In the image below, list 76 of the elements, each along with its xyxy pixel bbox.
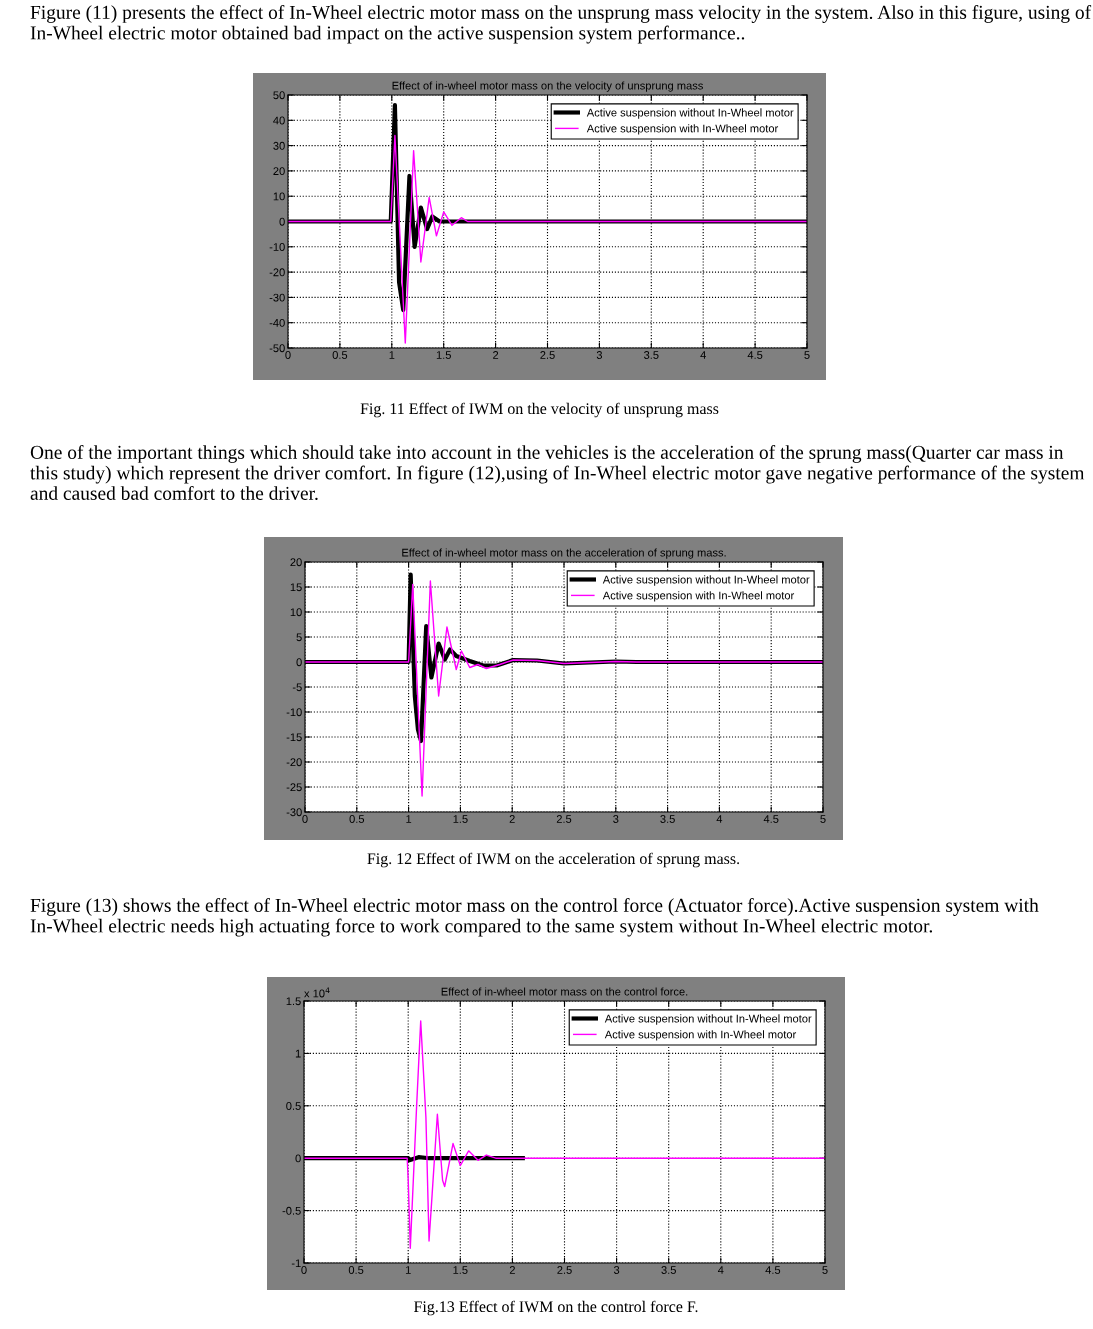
y-tick-label: -10 bbox=[286, 708, 302, 717]
chart-title: Effect of in-wheel motor mass on the control force. bbox=[441, 987, 688, 996]
x-tick-label: 2.5 bbox=[557, 1266, 572, 1274]
x-tick-label: 4 bbox=[717, 1266, 724, 1274]
x-tick-label: 0.5 bbox=[348, 1266, 364, 1274]
caption: Fig. 12 Effect of IWM on the acceleration of sprung mass. bbox=[367, 852, 740, 868]
y-tick-label: -25 bbox=[286, 783, 302, 792]
y-tick-label: -20 bbox=[286, 758, 302, 767]
legend-label: Active suspension without In-Wheel motor bbox=[602, 575, 810, 586]
x-tick-label: 2 bbox=[493, 351, 499, 359]
x-tick-label: 2.5 bbox=[556, 815, 572, 823]
y-tick-label: 50 bbox=[273, 91, 285, 100]
x-tick-label: 4 bbox=[700, 351, 706, 359]
y-tick-label: -40 bbox=[269, 318, 285, 327]
y-tick-label: 1.5 bbox=[286, 997, 301, 1006]
x-tick-label: 3 bbox=[596, 351, 602, 359]
x-tick-label: 1.5 bbox=[453, 1266, 468, 1274]
y-tick-label: -30 bbox=[286, 808, 302, 817]
y-tick-label: 0 bbox=[279, 217, 285, 226]
y-tick-label: 5 bbox=[296, 633, 302, 642]
y-tick-label: 1 bbox=[295, 1049, 301, 1058]
legend-label: Active suspension without In-Wheel motor bbox=[586, 108, 794, 119]
x-tick-label: 3.5 bbox=[661, 1266, 676, 1274]
caption: Fig. 11 Effect of IWM on the velocity of unsprung mass bbox=[360, 402, 719, 418]
caption: Fig.13 Effect of IWM on the control force F. bbox=[413, 1300, 698, 1316]
text: Figure (13) shows the effect of In-Wheel electric motor mass on the control force (Actuator force).Active suspension system with In-Wheel electric needs high actuating force to work compared to the same system without In-Wheel electric motor. bbox=[30, 898, 1039, 937]
legend-label: Active suspension with In-Wheel motor bbox=[604, 1030, 797, 1041]
y-tick-label: 30 bbox=[273, 141, 285, 150]
x-tick-label: 0 bbox=[302, 815, 308, 823]
y-tick-label: -15 bbox=[286, 733, 302, 742]
x-tick-label: 4.5 bbox=[763, 815, 779, 823]
legend-label: Active suspension with In-Wheel motor bbox=[602, 591, 795, 602]
y-tick-label: 40 bbox=[273, 116, 285, 125]
chart-title: Effect of in-wheel motor mass on the velocity of unsprung mass bbox=[392, 81, 703, 92]
text: One of the important things which should take into account in the vehicles is the acceleration of the sprung mass(Quarter car mass in this study) which represent the driver comfort. In figure (12),using of In-Wheel electric motor gave negative performance of the system and caused bad comfort to the driver. bbox=[30, 445, 1085, 500]
y-tick-label: -30 bbox=[269, 293, 285, 302]
y-tick-label: 20 bbox=[273, 167, 285, 176]
x-tick-label: 1 bbox=[405, 1266, 411, 1274]
x-tick-label: 0 bbox=[301, 1266, 307, 1274]
y-tick-label: -5 bbox=[292, 683, 302, 692]
y-tick-label: -10 bbox=[269, 243, 285, 251]
x-tick-label: 5 bbox=[804, 351, 810, 359]
x-tick-label: 1 bbox=[389, 351, 395, 359]
legend-label: Active suspension with In-Wheel motor bbox=[586, 124, 779, 135]
x-tick-label: 3.5 bbox=[660, 815, 675, 823]
y-tick-label: 20 bbox=[290, 558, 302, 567]
x-tick-label: 2 bbox=[509, 815, 515, 823]
x-tick-label: 1.5 bbox=[436, 351, 451, 359]
y-tick-label: -50 bbox=[269, 344, 285, 353]
x-tick-label: 4.5 bbox=[765, 1266, 781, 1274]
y-tick-label: -1 bbox=[291, 1259, 301, 1268]
x-tick-label: 3 bbox=[613, 815, 619, 823]
x-tick-label: 5 bbox=[822, 1266, 828, 1274]
y-tick-label: 0 bbox=[295, 1154, 301, 1163]
y-tick-label: 0.5 bbox=[286, 1102, 301, 1110]
x-tick-label: 2.5 bbox=[540, 351, 555, 359]
x-tick-label: 2 bbox=[509, 1266, 515, 1274]
x-tick-label: 1 bbox=[406, 815, 412, 823]
legend-label: Active suspension without In-Wheel motor bbox=[604, 1014, 812, 1025]
x-tick-label: 5 bbox=[820, 815, 826, 823]
text: Figure (11) presents the effect of In-Wheel electric motor mass on the unsprung mass velocity in the system. Also in this figure, using of In-Wheel electric motor obtained bad impact on the active suspension system performance.. bbox=[30, 5, 1092, 44]
y-tick-label: 15 bbox=[290, 583, 302, 592]
x-tick-label: 3 bbox=[613, 1266, 620, 1274]
y-tick-label: 10 bbox=[290, 608, 302, 617]
text: x 10$^{4}$ bbox=[304, 987, 330, 998]
x-tick-label: 1.5 bbox=[453, 815, 468, 823]
y-tick-label: -0.5 bbox=[282, 1206, 301, 1215]
y-tick-label: -20 bbox=[269, 268, 285, 277]
x-tick-label: 0.5 bbox=[349, 815, 365, 823]
x-tick-label: 4.5 bbox=[747, 351, 763, 359]
y-tick-label: 0 bbox=[296, 658, 302, 667]
chart-title: Effect of in-wheel motor mass on the acceleration of sprung mass. bbox=[402, 548, 726, 559]
x-tick-label: 3.5 bbox=[644, 351, 659, 359]
x-tick-label: 4 bbox=[716, 815, 723, 823]
y-tick-label: 10 bbox=[273, 192, 285, 201]
x-tick-label: 0.5 bbox=[332, 351, 348, 359]
